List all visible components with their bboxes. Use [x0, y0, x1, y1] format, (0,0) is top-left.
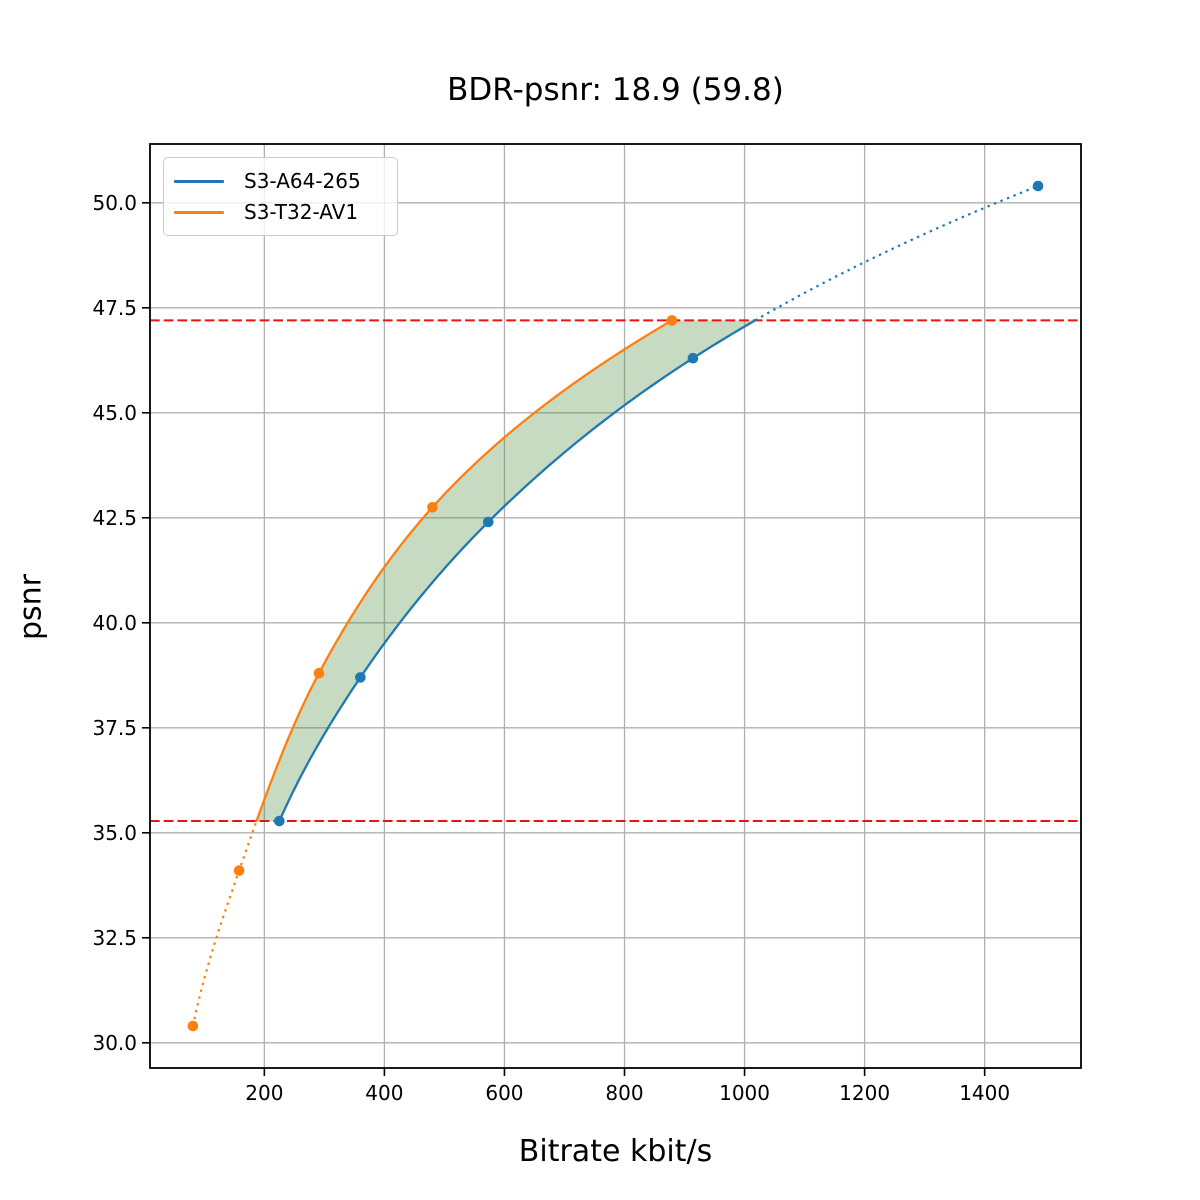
data-point-marker: [313, 667, 325, 679]
x-tick-label: 600: [485, 1081, 523, 1105]
series-curve-dotted: [754, 184, 1039, 322]
legend-line-sample: [174, 179, 224, 183]
y-tick-label: 37.5: [92, 716, 137, 740]
x-tick-label: 1400: [959, 1081, 1010, 1105]
data-point-marker: [1032, 180, 1044, 192]
legend-label: S3-A64-265: [244, 169, 361, 193]
legend-line-sample: [174, 210, 224, 214]
legend-entry: S3-A64-265: [164, 169, 397, 193]
data-point-marker: [355, 672, 366, 683]
y-axis-label: psnr: [13, 573, 49, 641]
data-point-marker: [666, 315, 678, 326]
legend-label: S3-T32-AV1: [244, 200, 359, 224]
x-tick-label: 1200: [839, 1081, 890, 1105]
legend: S3-A64-265 S3-T32-AV1: [163, 157, 398, 236]
y-tick-label: 30.0: [92, 1031, 137, 1055]
y-tick-label: 40.0: [92, 611, 137, 635]
x-tick-label: 400: [365, 1081, 403, 1105]
y-tick-label: 32.5: [92, 926, 137, 950]
data-point-marker: [687, 352, 699, 364]
data-point-marker: [233, 865, 245, 876]
x-tick-label: 800: [605, 1081, 643, 1105]
y-tick-label: 42.5: [92, 506, 137, 530]
x-axis-label: Bitrate kbit/s: [518, 1134, 713, 1169]
y-tick-label: 35.0: [92, 821, 137, 845]
bd-area-fill: [256, 320, 756, 822]
series-curve-solid: [255, 319, 674, 823]
chart-title: BDR-psnr: 18.9 (59.8): [447, 72, 784, 108]
data-point-marker: [187, 1020, 199, 1032]
x-tick-label: 1000: [719, 1081, 770, 1105]
y-tick-label: 50.0: [92, 191, 137, 215]
y-tick-label: 45.0: [92, 401, 137, 425]
series-curve-dotted: [191, 820, 258, 1027]
data-point-marker: [482, 516, 494, 528]
legend-entry: S3-T32-AV1: [164, 200, 397, 224]
x-tick-label: 200: [245, 1081, 283, 1105]
data-point-marker: [427, 502, 438, 513]
series-curve-solid: [278, 319, 757, 823]
axes-frame: [149, 143, 1082, 1069]
data-point-marker: [274, 815, 285, 827]
y-tick-label: 47.5: [92, 296, 137, 320]
